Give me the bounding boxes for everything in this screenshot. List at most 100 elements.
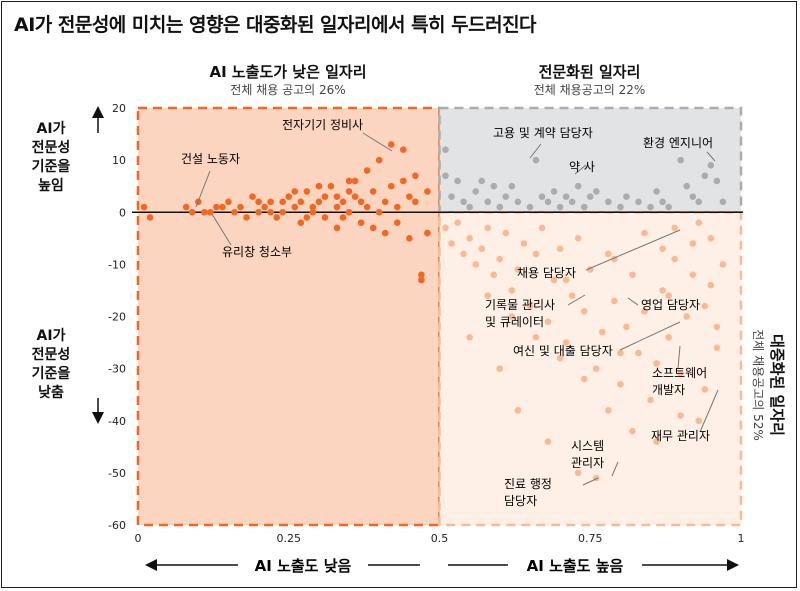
data-point-generalized	[544, 438, 552, 445]
data-point-specialized	[496, 203, 504, 211]
annotation-leader-line	[574, 164, 587, 175]
data-point-low	[297, 198, 305, 206]
data-point-specialized	[695, 198, 703, 206]
data-point-specialized	[562, 193, 570, 200]
annotation-leader-line	[362, 132, 393, 152]
data-point-specialized	[454, 177, 461, 185]
data-point-generalized	[689, 240, 697, 247]
section-specialized-title: 전문화된 일자리	[538, 63, 641, 81]
data-point-low	[273, 214, 280, 221]
data-point-generalized	[695, 417, 703, 425]
data-point-low	[333, 193, 341, 200]
data-point-generalized	[617, 380, 624, 388]
x-tick-label: 1	[738, 532, 745, 545]
data-point-generalized	[466, 334, 473, 341]
data-point-specialized	[556, 203, 564, 211]
annotation-label: 여신 및 대출 담당자	[513, 344, 613, 358]
annotation-label: 유리창 청소부	[222, 245, 292, 259]
y-tick-label: -10	[108, 258, 126, 271]
data-point-low	[213, 203, 220, 211]
side-label-lower-line: AI가	[36, 328, 66, 344]
y-tick-label: -40	[108, 415, 126, 428]
data-point-specialized	[472, 188, 479, 195]
side-label-lower: AI가 전문성 기준을 낮춤	[6, 327, 96, 403]
data-point-generalized	[496, 365, 504, 372]
data-point-low	[321, 193, 329, 200]
data-point-specialized	[677, 156, 684, 164]
data-point-low	[315, 182, 323, 190]
y-tick-label: -50	[108, 467, 126, 480]
data-point-specialized	[532, 156, 540, 164]
data-point-generalized	[707, 281, 715, 289]
annotation-label: 전자기기 정비사	[282, 118, 363, 132]
y-tick-label: -60	[108, 519, 126, 532]
x-tick-label: 0.75	[578, 532, 603, 545]
data-point-low	[315, 198, 323, 206]
data-point-low	[261, 203, 268, 211]
data-point-generalized	[490, 271, 498, 279]
data-point-generalized	[641, 229, 648, 237]
data-point-low	[207, 208, 214, 216]
data-point-low	[387, 141, 395, 148]
annotation-label: 재무 관리자	[651, 429, 710, 443]
data-point-specialized	[526, 203, 534, 211]
data-point-specialized	[508, 182, 516, 190]
data-point-generalized	[496, 255, 504, 263]
data-point-generalized	[562, 276, 570, 284]
x-label-high: AI 노출도 높음	[527, 557, 624, 575]
data-point-low	[418, 271, 425, 279]
data-point-generalized	[707, 235, 715, 242]
data-point-generalized	[520, 240, 528, 247]
data-point-generalized	[448, 240, 455, 247]
data-point-generalized	[544, 318, 552, 326]
data-point-low	[303, 188, 311, 195]
data-point-generalized	[671, 224, 678, 232]
side-label-raise-line: AI가	[36, 121, 66, 137]
data-point-specialized	[568, 198, 576, 206]
side-label-raise-line: 높임	[38, 178, 64, 194]
data-point-low	[345, 208, 353, 216]
data-point-low	[357, 198, 365, 206]
data-point-generalized	[514, 266, 522, 273]
annotation-label: 소프트웨어	[652, 366, 707, 380]
data-point-low	[418, 276, 425, 284]
data-point-low	[363, 167, 371, 174]
data-point-low	[255, 208, 262, 216]
data-point-specialized	[647, 203, 654, 211]
annotation-label: 영업 담당자	[641, 298, 700, 312]
data-point-generalized	[484, 224, 492, 232]
annotation-leader-line	[582, 477, 599, 486]
data-point-low	[255, 198, 262, 206]
data-point-low	[321, 214, 329, 221]
data-point-generalized	[568, 292, 576, 299]
data-point-generalized	[538, 224, 546, 232]
data-point-low	[309, 203, 317, 211]
annotation-label: 관리자	[571, 456, 604, 470]
section-low-subtitle: 전체 채용 공고의 26%	[230, 83, 346, 97]
data-point-low	[219, 203, 226, 211]
data-point-low	[339, 214, 347, 221]
data-point-low	[400, 177, 407, 185]
data-point-low	[201, 208, 208, 216]
data-point-generalized	[580, 375, 588, 383]
annotation-label: 시스템	[571, 439, 604, 453]
region-generalized	[438, 211, 743, 527]
data-point-specialized	[442, 172, 449, 180]
data-point-generalized	[508, 313, 516, 320]
data-point-low	[267, 208, 274, 216]
data-point-specialized	[580, 203, 588, 211]
data-point-generalized	[605, 407, 612, 414]
section-specialized-subtitle: 전체 채용공고의 22%	[533, 83, 646, 97]
data-point-low	[345, 177, 353, 185]
data-point-low	[357, 219, 365, 226]
data-point-generalized	[556, 354, 564, 362]
annotation-leader-line	[677, 345, 681, 369]
data-point-specialized	[592, 188, 600, 195]
axis-ticks: 20 10 0 -10 -20 -30 -40 -50 -60 0 0.25 0.5 0.75 1	[108, 102, 744, 545]
y-tick-label: 10	[112, 154, 126, 167]
data-point-specialized	[448, 193, 455, 200]
data-point-low	[291, 203, 299, 211]
data-point-specialized	[653, 188, 660, 195]
